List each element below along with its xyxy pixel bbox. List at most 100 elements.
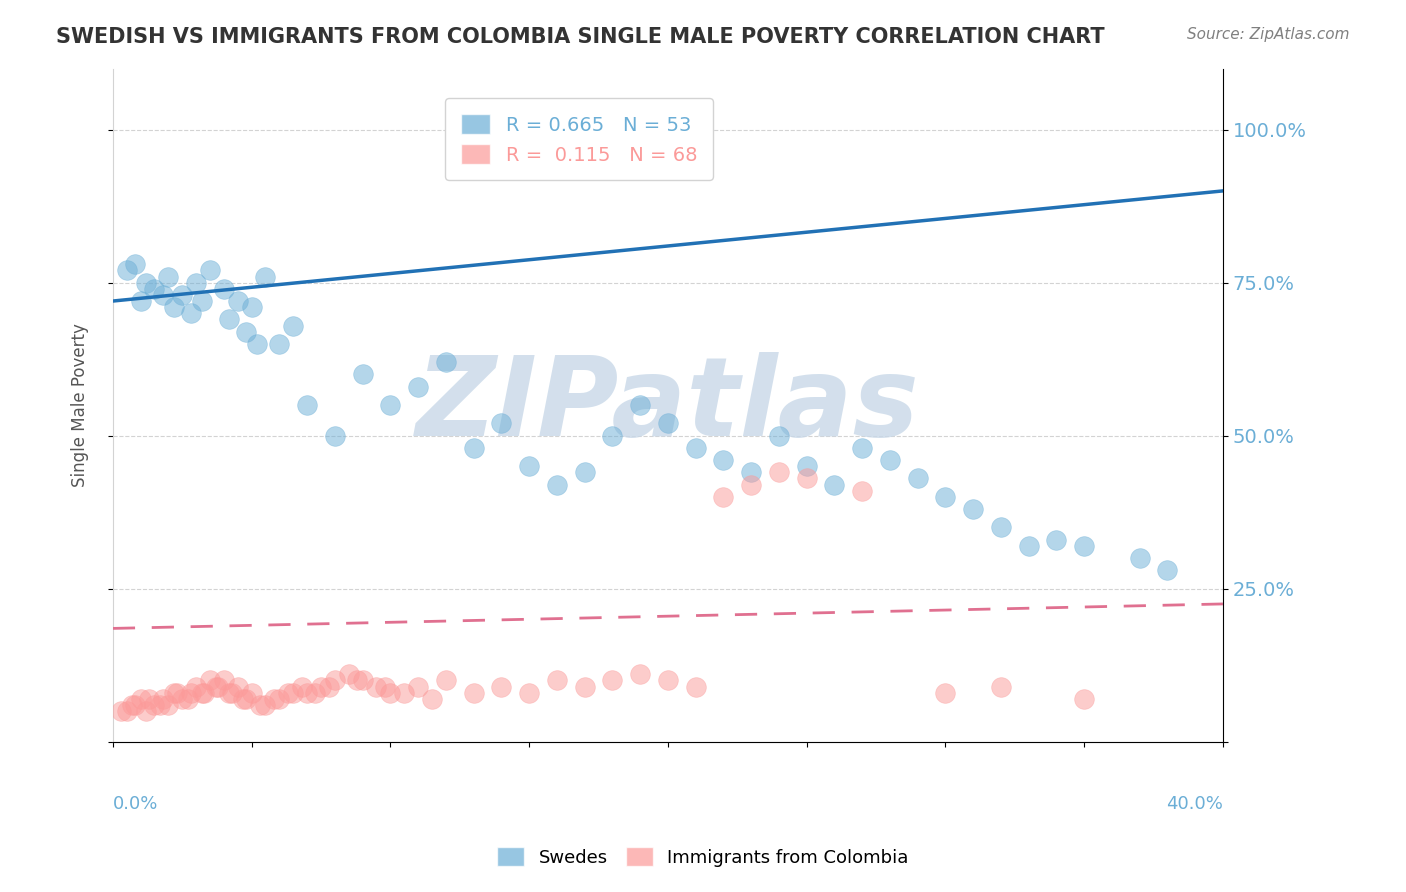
Point	[149, 698, 172, 712]
Point	[574, 466, 596, 480]
Point	[172, 691, 194, 706]
Point	[218, 686, 240, 700]
Point	[246, 337, 269, 351]
Point	[207, 680, 229, 694]
Point	[574, 680, 596, 694]
Point	[135, 704, 157, 718]
Text: SWEDISH VS IMMIGRANTS FROM COLOMBIA SINGLE MALE POVERTY CORRELATION CHART: SWEDISH VS IMMIGRANTS FROM COLOMBIA SING…	[56, 27, 1105, 46]
Point	[157, 269, 180, 284]
Point	[269, 337, 291, 351]
Point	[143, 282, 166, 296]
Point	[768, 428, 790, 442]
Point	[163, 686, 186, 700]
Point	[346, 673, 368, 688]
Point	[406, 680, 429, 694]
Point	[184, 276, 207, 290]
Point	[380, 398, 402, 412]
Point	[157, 698, 180, 712]
Point	[283, 686, 305, 700]
Point	[143, 698, 166, 712]
Point	[796, 459, 818, 474]
Point	[226, 293, 249, 308]
Point	[115, 263, 138, 277]
Point	[823, 477, 845, 491]
Point	[380, 686, 402, 700]
Point	[352, 673, 374, 688]
Point	[602, 428, 624, 442]
Point	[628, 667, 651, 681]
Point	[602, 673, 624, 688]
Point	[115, 704, 138, 718]
Point	[129, 293, 152, 308]
Point	[304, 686, 326, 700]
Point	[851, 441, 873, 455]
Point	[121, 698, 143, 712]
Point	[129, 691, 152, 706]
Point	[990, 520, 1012, 534]
Point	[463, 686, 485, 700]
Text: 0.0%: 0.0%	[112, 796, 159, 814]
Point	[193, 686, 215, 700]
Point	[277, 686, 299, 700]
Point	[657, 417, 679, 431]
Point	[517, 686, 540, 700]
Point	[124, 698, 146, 712]
Point	[685, 680, 707, 694]
Point	[240, 686, 263, 700]
Point	[152, 288, 174, 302]
Point	[434, 355, 457, 369]
Point	[337, 667, 360, 681]
Point	[394, 686, 416, 700]
Point	[713, 490, 735, 504]
Point	[934, 686, 956, 700]
Point	[352, 368, 374, 382]
Point	[318, 680, 340, 694]
Point	[374, 680, 396, 694]
Point	[152, 691, 174, 706]
Point	[1045, 533, 1067, 547]
Point	[796, 471, 818, 485]
Point	[232, 691, 254, 706]
Point	[546, 673, 568, 688]
Point	[226, 680, 249, 694]
Point	[517, 459, 540, 474]
Point	[962, 502, 984, 516]
Point	[309, 680, 332, 694]
Point	[166, 686, 188, 700]
Point	[907, 471, 929, 485]
Point	[657, 673, 679, 688]
Point	[628, 398, 651, 412]
Y-axis label: Single Male Poverty: Single Male Poverty	[72, 323, 89, 487]
Point	[851, 483, 873, 498]
Point	[491, 680, 513, 694]
Point	[180, 686, 202, 700]
Point	[713, 453, 735, 467]
Point	[180, 306, 202, 320]
Point	[1018, 539, 1040, 553]
Point	[934, 490, 956, 504]
Legend: Swedes, Immigrants from Colombia: Swedes, Immigrants from Colombia	[489, 840, 917, 874]
Point	[434, 673, 457, 688]
Point	[190, 293, 212, 308]
Point	[740, 477, 762, 491]
Point	[177, 691, 200, 706]
Point	[406, 380, 429, 394]
Point	[463, 441, 485, 455]
Point	[138, 691, 160, 706]
Point	[366, 680, 388, 694]
Point	[1073, 539, 1095, 553]
Point	[990, 680, 1012, 694]
Point	[1073, 691, 1095, 706]
Point	[879, 453, 901, 467]
Point	[269, 691, 291, 706]
Point	[221, 686, 243, 700]
Legend: R = 0.665   N = 53, R =  0.115   N = 68: R = 0.665 N = 53, R = 0.115 N = 68	[446, 98, 713, 180]
Point	[491, 417, 513, 431]
Point	[295, 686, 318, 700]
Point	[768, 466, 790, 480]
Point	[263, 691, 285, 706]
Point	[135, 276, 157, 290]
Point	[740, 466, 762, 480]
Point	[323, 428, 346, 442]
Point	[235, 325, 257, 339]
